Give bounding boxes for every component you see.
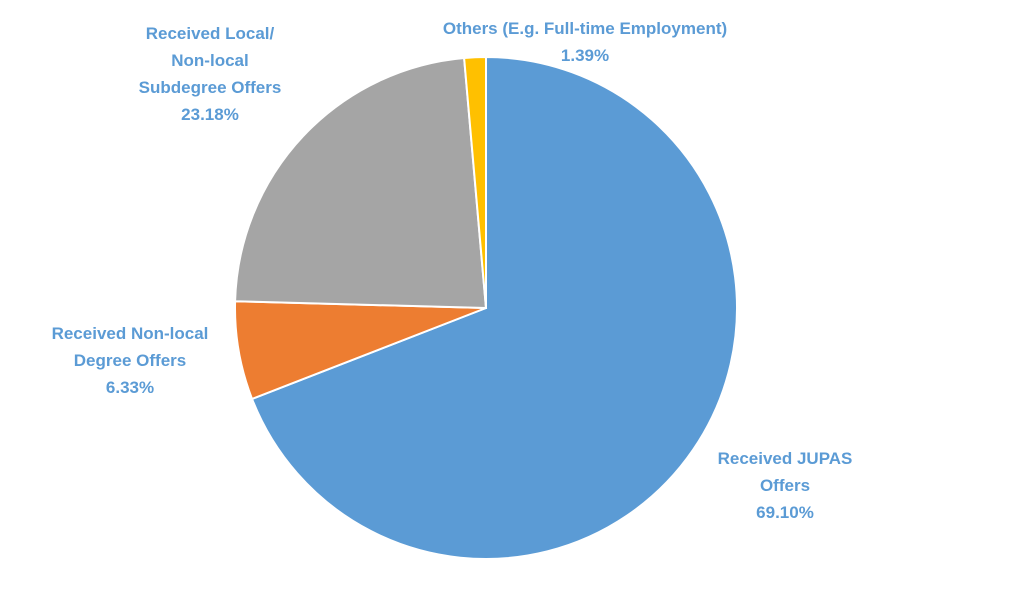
label-line: Offers <box>759 476 811 495</box>
pie-slices <box>234 55 738 560</box>
label-line: Non-local <box>171 51 249 70</box>
data-label-non-local-degree: Received Non-local Degree Offers 6.33% <box>20 320 240 401</box>
label-line: Received JUPAS <box>717 449 853 468</box>
label-line: Received Local/ <box>145 24 275 43</box>
label-value: 69.10% <box>756 503 814 522</box>
slice-jupas <box>250 55 738 560</box>
label-value: 1.39% <box>560 46 610 65</box>
label-line: Others (E.g. Full-time Employment) <box>442 19 728 38</box>
label-line: Subdegree Offers <box>138 78 282 97</box>
label-value: 23.18% <box>181 105 239 124</box>
slice-subdegree <box>234 56 488 310</box>
data-label-jupas: Received JUPAS Offers 69.10% <box>690 445 880 526</box>
label-value: 6.33% <box>105 378 155 397</box>
data-label-others: Others (E.g. Full-time Employment) 1.39% <box>400 15 770 69</box>
data-label-subdegree: Received Local/ Non-local Subdegree Offe… <box>110 20 310 128</box>
label-line: Degree Offers <box>73 351 187 370</box>
label-line: Received Non-local <box>51 324 209 343</box>
slice-others <box>463 55 487 309</box>
